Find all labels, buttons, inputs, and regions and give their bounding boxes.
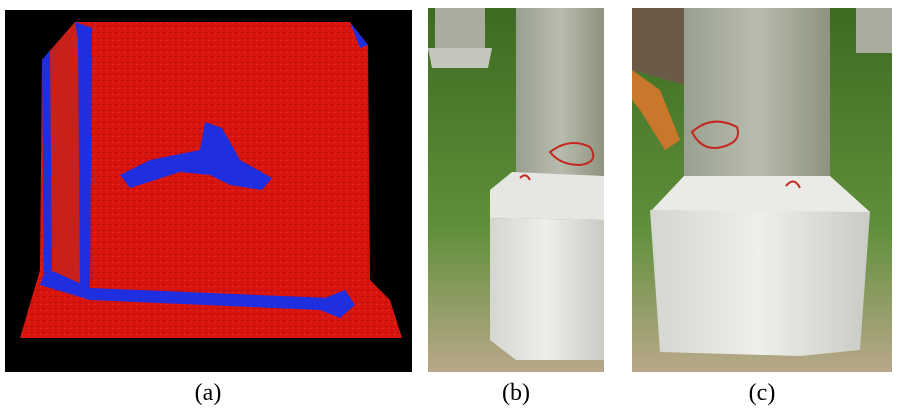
caption: (b) xyxy=(502,380,530,406)
caption: (c) xyxy=(749,380,776,406)
panel-a xyxy=(5,10,412,372)
caption: (a) xyxy=(195,380,222,406)
page: (a) (b) (c) (() => { const data = JSON.p… xyxy=(0,0,898,410)
figure: (a) (b) (c) xyxy=(0,0,898,410)
panel-c xyxy=(632,8,892,372)
panel-b xyxy=(428,8,604,372)
